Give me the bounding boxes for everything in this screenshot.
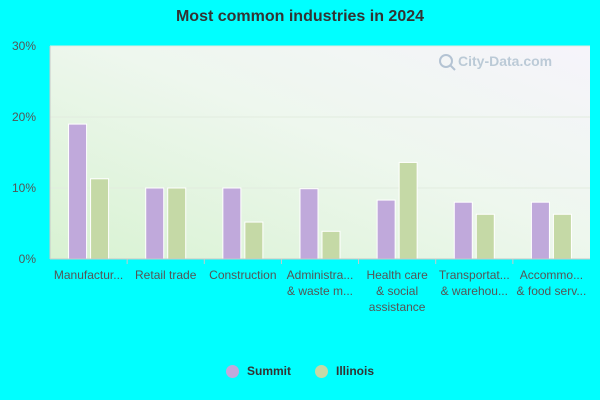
legend-label-illinois: Illinois (336, 364, 375, 378)
bar-summit (145, 187, 165, 260)
bar-summit (222, 187, 242, 260)
bar-illinois (244, 221, 264, 260)
x-tick-label: Administra... & waste m... (287, 268, 354, 298)
x-tick-label: Transportat... & warehou... (439, 268, 510, 298)
bar-illinois (90, 178, 110, 260)
y-tick-label: 30% (12, 39, 36, 53)
x-tick-label: Health care & social assistance (366, 268, 428, 314)
bar-illinois (167, 187, 187, 260)
y-tick-label: 10% (12, 181, 36, 195)
watermark-text: City-Data.com (458, 53, 552, 69)
plot-area (50, 46, 590, 259)
legend-label-summit: Summit (246, 364, 291, 378)
bar-illinois (552, 213, 572, 260)
bar-summit (530, 201, 550, 260)
bar-summit (68, 123, 88, 260)
watermark: City-Data.com (439, 53, 552, 71)
legend: Summit Illinois (0, 364, 600, 378)
x-tick-label: Retail trade (135, 268, 197, 282)
bar-summit (453, 201, 473, 260)
magnifier-icon (439, 54, 456, 71)
legend-swatch-illinois (315, 364, 328, 378)
legend-item-illinois: Illinois (315, 364, 374, 378)
bar-summit (376, 199, 396, 260)
legend-item-summit: Summit (225, 364, 291, 378)
bar-illinois (398, 161, 418, 260)
chart-title: Most common industries in 2024 (175, 8, 425, 25)
x-tick-label: Accommo... & food serv... (517, 268, 587, 298)
bar-illinois (475, 213, 495, 260)
x-tick-label: Manufactur... (54, 268, 123, 282)
x-tick-label: Construction (209, 268, 276, 282)
bar-illinois (321, 230, 341, 260)
bar-summit (299, 188, 319, 260)
y-tick-label: 0% (19, 252, 37, 266)
y-tick-label: 20% (12, 110, 36, 124)
legend-swatch-summit (225, 364, 239, 378)
